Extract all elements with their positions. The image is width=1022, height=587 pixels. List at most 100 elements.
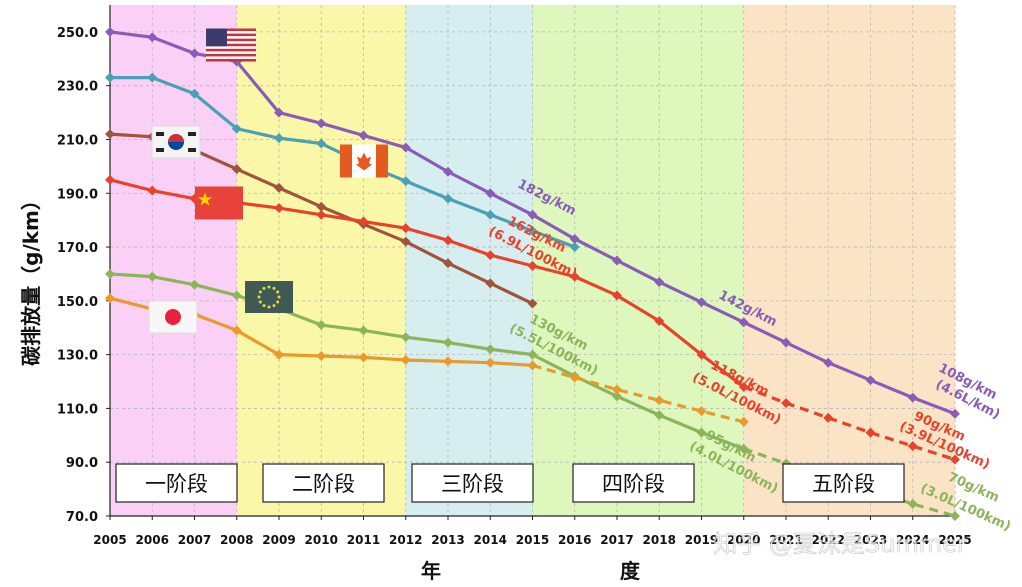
data-point xyxy=(316,320,327,330)
axes: 70.0 90.0 110.0 130.0 150.0 170.0 190.0 210.0 23… xyxy=(57,5,972,547)
data-point xyxy=(147,72,158,83)
series-projection-china xyxy=(743,385,956,462)
y-tick-label: 230.0 xyxy=(57,80,98,95)
y-tick-label: 130.0 xyxy=(57,349,98,364)
data-point xyxy=(274,203,284,214)
data-point xyxy=(612,255,622,266)
y-tick-label: 210.0 xyxy=(57,133,98,148)
data-point xyxy=(400,355,411,365)
data-point xyxy=(231,290,242,301)
data-point xyxy=(907,441,918,452)
phase-box-1 xyxy=(115,463,238,503)
data-point xyxy=(612,290,622,301)
data-point xyxy=(443,166,453,177)
series-line-eu xyxy=(109,272,745,451)
data-point xyxy=(696,406,707,417)
data-point xyxy=(696,349,707,360)
phase-label-5: 五阶段 xyxy=(812,472,875,496)
data-point xyxy=(358,130,369,141)
data-point xyxy=(189,279,200,290)
data-point xyxy=(105,72,115,83)
phase-label-4: 四阶段 xyxy=(602,472,665,496)
data-point xyxy=(443,356,453,367)
x-tick-label: 2011 xyxy=(347,533,380,547)
data-point xyxy=(485,188,496,199)
y-tick-label: 150.0 xyxy=(57,295,98,310)
data-point xyxy=(654,277,665,287)
x-tick-label: 2010 xyxy=(305,533,338,547)
data-point xyxy=(485,278,496,289)
data-point xyxy=(654,410,665,421)
y-tick-label: 190.0 xyxy=(57,187,98,202)
data-point xyxy=(823,412,834,423)
x-tick-label: 2006 xyxy=(136,533,169,547)
x-axis-label-part-1: 年 xyxy=(421,559,441,583)
x-tick-label: 2019 xyxy=(685,533,718,547)
usa-flag-icon xyxy=(206,28,256,62)
data-point xyxy=(105,174,115,185)
data-point xyxy=(400,332,411,343)
phase-label-boxes: 一阶段 二阶段 三阶段 四阶段 五阶段 xyxy=(115,463,905,503)
data-point xyxy=(569,372,580,383)
data-point xyxy=(443,337,453,348)
data-point xyxy=(823,357,834,368)
data-point xyxy=(527,260,538,271)
x-tick-label: 2017 xyxy=(600,533,633,547)
x-tick-label: 2016 xyxy=(558,533,591,547)
x-tick-label: 2023 xyxy=(854,533,887,547)
phase-box-5 xyxy=(782,463,905,503)
data-point xyxy=(147,271,158,282)
x-tick-label: 2021 xyxy=(769,533,802,547)
x-tick-label: 2007 xyxy=(178,533,211,547)
data-point xyxy=(400,176,411,187)
y-tick-label: 90.0 xyxy=(66,456,98,471)
data-point xyxy=(865,427,876,438)
data-point xyxy=(443,235,453,246)
x-tick-label: 2025 xyxy=(938,533,971,547)
data-point xyxy=(907,392,918,403)
data-point xyxy=(950,408,960,419)
data-point xyxy=(316,209,327,220)
data-point xyxy=(738,381,749,392)
phase-label-3: 三阶段 xyxy=(441,472,504,496)
data-point xyxy=(781,337,791,348)
y-tick-label: 70.0 xyxy=(66,510,98,525)
data-point xyxy=(400,223,411,234)
y-tick-label: 110.0 xyxy=(57,402,98,417)
data-point xyxy=(950,454,960,465)
data-point xyxy=(189,88,200,99)
data-point xyxy=(147,185,158,196)
x-tick-label: 2012 xyxy=(389,533,422,547)
data-point xyxy=(274,182,284,193)
data-point xyxy=(316,201,327,212)
data-point xyxy=(696,297,707,308)
phase-band-1 xyxy=(110,5,237,516)
data-point xyxy=(781,398,791,408)
data-point xyxy=(231,123,242,134)
data-point xyxy=(738,317,749,328)
data-point xyxy=(231,325,242,336)
data-point xyxy=(274,133,284,144)
data-point xyxy=(358,352,369,363)
data-point xyxy=(485,357,496,368)
data-point xyxy=(696,427,707,438)
data-point xyxy=(612,384,622,395)
x-tick-label: 2024 xyxy=(896,533,929,547)
series-projection-japan xyxy=(532,363,745,424)
data-point xyxy=(316,351,327,361)
data-point xyxy=(485,344,496,355)
phase-band-4 xyxy=(532,5,744,516)
korea-flag-icon xyxy=(151,125,201,159)
data-point xyxy=(147,32,158,43)
y-tick-label: 170.0 xyxy=(57,241,98,256)
data-point xyxy=(274,349,284,360)
y-axis-label: 碳排放量（g/km） xyxy=(19,190,43,366)
x-tick-label: 2014 xyxy=(474,533,507,547)
country-flags xyxy=(148,28,388,334)
y-tick-label: 250.0 xyxy=(57,26,98,41)
data-point xyxy=(400,236,411,247)
phase-label-2: 二阶段 xyxy=(292,472,355,496)
data-point xyxy=(231,164,242,175)
x-tick-label: 2018 xyxy=(643,533,676,547)
